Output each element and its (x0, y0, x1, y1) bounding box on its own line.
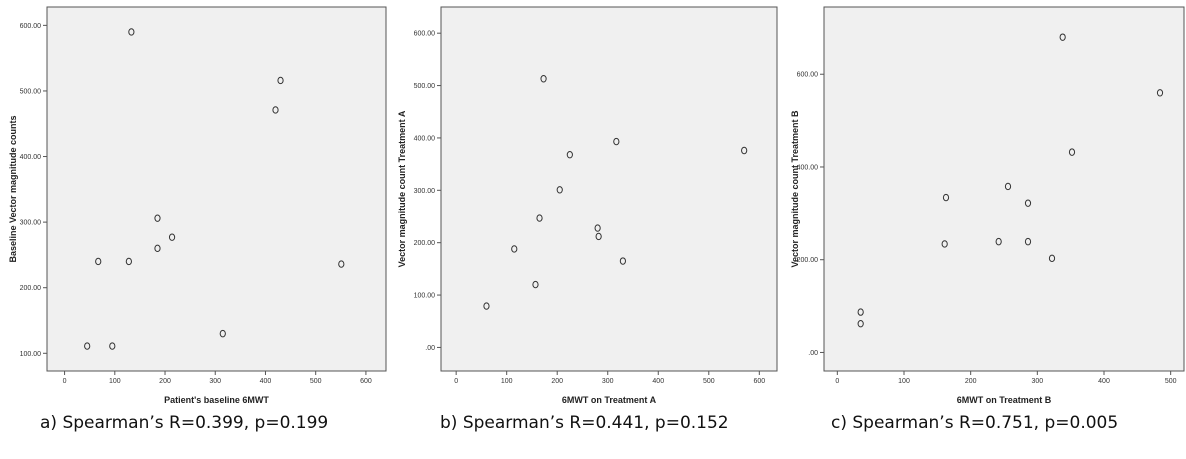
y-tick-label: 600.00 (414, 31, 436, 38)
data-point (125, 257, 132, 266)
x-axis-label: Patient's baseline 6MWT (164, 395, 269, 405)
y-tick-label: 600.00 (797, 72, 819, 79)
plot-area (46, 6, 387, 372)
y-tick-label: 600.00 (20, 23, 42, 30)
scatter-chart-b: 0 100 200 300 400 500 600.00100.00200.00300.00… (397, 6, 778, 405)
scatter-chart-c: 0 100 200 300 400 500 .00 200.00 400.00 600.00 6MW… (790, 6, 1185, 405)
y-axis-label: Vector magnitude count Treatment A (397, 110, 407, 267)
y-tick-label: .00 (425, 345, 435, 352)
x-tick-label: 500 (703, 378, 715, 385)
data-point (942, 193, 950, 202)
data-point (483, 302, 490, 310)
x-tick-label: 300 (1031, 378, 1043, 385)
y-tick-label: 500.00 (414, 83, 436, 90)
data-point (594, 224, 601, 232)
y-axis-label: Vector magnitude count Treatment B (790, 110, 800, 268)
x-tick-label: 400 (652, 378, 664, 385)
x-tick-label: 600 (360, 378, 372, 385)
x-tick-label: 600 (753, 378, 765, 385)
x-tick-label: 200 (965, 378, 977, 385)
x-tick-label: 200 (551, 378, 563, 385)
y-tick-label: 200.00 (797, 257, 819, 264)
y-tick-label: 500.00 (20, 88, 42, 95)
y-tick-label: 300.00 (20, 220, 42, 227)
data-point (1048, 254, 1056, 263)
caption-a: a) Spearman’s R=0.399, p=0.199 (40, 413, 329, 433)
x-tick-label: 300 (209, 378, 221, 385)
data-point (84, 342, 91, 350)
x-axis-label: 6MWT on Treatment B (957, 395, 1052, 405)
y-tick-label: 300.00 (414, 188, 436, 195)
data-point (1024, 199, 1032, 207)
data-point (154, 244, 161, 253)
scatter-panel-a: 0 100 200 300 400 500 600 100.00 200.00 300.00 400… (0, 0, 390, 433)
data-point (1004, 182, 1012, 191)
data-point (613, 137, 620, 146)
y-tick-label: 100.00 (20, 351, 42, 358)
y-tick-label: 200.00 (20, 285, 42, 292)
data-point (1024, 237, 1032, 246)
data-point (619, 257, 626, 265)
y-tick-label: 100.00 (414, 293, 436, 300)
data-point (272, 106, 279, 114)
y-tick-label: 400.00 (20, 154, 42, 161)
caption-c: c) Spearman’s R=0.751, p=0.005 (831, 413, 1119, 433)
x-tick-label: 100 (109, 378, 121, 385)
x-tick-label: 500 (1165, 378, 1177, 385)
data-point (1068, 148, 1076, 156)
data-point (566, 150, 573, 159)
scatter-panel-c: 0 100 200 300 400 500 .00 200.00 400.00 600.00 6MW… (788, 0, 1186, 433)
data-point (995, 237, 1002, 246)
data-point (511, 245, 518, 253)
x-tick-label: 300 (602, 378, 614, 385)
data-point (532, 280, 539, 289)
y-tick-label: .00 (808, 350, 818, 357)
plot-area (440, 6, 778, 372)
x-tick-label: 400 (1098, 378, 1110, 385)
x-tick-label: 0 (835, 378, 839, 385)
data-point (595, 232, 602, 241)
scatter-panel-b: 0 100 200 300 400 500 600.00 100.00 200.00 300.00… (393, 0, 783, 433)
data-point (741, 146, 748, 155)
x-tick-label: 0 (63, 378, 67, 385)
y-tick-label: 400.00 (414, 135, 436, 142)
data-point (1156, 89, 1164, 97)
data-point (277, 76, 284, 85)
data-point (219, 329, 226, 338)
data-point (1059, 33, 1066, 41)
data-point (556, 186, 563, 194)
data-point (168, 233, 176, 241)
data-point (338, 260, 345, 268)
x-axis-label: 6MWT on Treatment A (562, 395, 657, 405)
y-axis-label: Baseline Vector magnitude counts (8, 115, 18, 262)
data-point (128, 28, 135, 36)
x-tick-label: 100 (898, 378, 910, 385)
caption-b: b) Spearman’s R=0.441, p=0.152 (440, 413, 729, 433)
x-tick-label: 100 (501, 378, 513, 385)
data-point (95, 257, 102, 266)
data-point (540, 75, 547, 83)
x-tick-label: 500 (310, 378, 322, 385)
data-point (857, 320, 864, 328)
data-point (154, 214, 161, 222)
y-tick-label: 200.00 (414, 240, 436, 247)
scatter-chart-a: 0 100 200 300 400 500 600 100.00 200.00 300.00 400… (8, 6, 387, 405)
data-point (857, 308, 864, 316)
x-tick-label: 0 (454, 378, 458, 385)
data-point (941, 240, 948, 248)
data-point (536, 214, 543, 222)
x-tick-label: 200 (159, 378, 171, 385)
y-tick-label: 400.00 (797, 164, 819, 171)
x-tick-label: 400 (260, 378, 272, 385)
plot-area (823, 6, 1185, 372)
data-point (109, 342, 116, 350)
